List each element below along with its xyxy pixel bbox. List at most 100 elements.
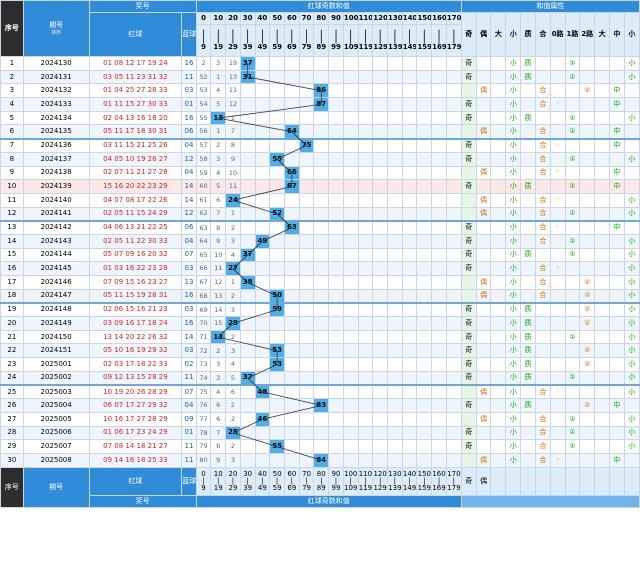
attr-cell-9 [594,165,610,181]
miss-cell [254,192,271,208]
miss-cell [283,233,300,249]
attr-cell-0: 奇 [460,439,477,454]
miss-cell [283,151,300,167]
miss-cell [416,316,433,331]
attr-cell-8 [579,452,596,468]
row-red-balls: 02 05 11 15 24 29 [88,206,183,222]
attr-cell-8 [579,261,596,276]
attr-cell-9 [594,179,610,194]
miss-cell [313,206,330,222]
attr-cell-7 [564,275,581,290]
attr-cell-3: 小 [505,425,522,441]
sum-hit-cell: 49 [254,233,271,249]
attr-cell-4 [520,219,536,235]
miss-cell [357,137,374,153]
bin-header-7: 70 [298,12,315,25]
miss-cell [328,452,344,468]
miss-cell [342,219,359,235]
attr-cell-7 [564,301,581,318]
miss-cell [239,452,256,468]
row-red-balls: 02 07 11 21 27 28 [88,165,183,181]
miss-cell [372,247,388,263]
attr-cell-8 [579,165,596,181]
miss-cell [431,137,447,153]
row-issue: 2024149 [22,316,90,331]
footer-bin-11: 110 | 119 [357,466,374,496]
table-row: 14 2024143 02 05 11 22 30 33 04 64 9 3 49 奇小合 ① 小 [0,233,640,249]
miss-cell [445,425,462,441]
attr-cell-10 [608,69,625,85]
miss-cell [357,370,374,386]
sort-link[interactable]: 排序 [51,29,62,36]
sum-hit-cell: 37 [239,370,256,386]
miss-cell [254,247,271,263]
sum-hit-cell: 31 [239,69,256,85]
miss-cell [239,206,256,222]
miss-cell: 80 [195,452,212,468]
miss-cell [431,206,447,222]
row-blue-ball: 03 [181,83,197,99]
attr-cell-9 [594,192,610,208]
footer-attr-0: 奇 [460,466,477,496]
row-blue-ball: 12 [181,206,197,222]
table-row: 23 2025001 02 03 17 18 22 33 02 73 3 4 53 奇小质 ② 小 [0,357,640,372]
miss-cell [416,219,433,235]
row-blue-ball: 12 [181,151,197,167]
row-red-balls: 04 07 08 17 22 26 [88,192,183,208]
miss-cell: 5 [210,179,227,194]
attr-cell-7 [564,219,581,235]
row-seq: 5 [0,110,24,126]
miss-cell: 10 [225,165,241,181]
attr-cell-4: 质 [520,357,536,372]
attr-cell-10: 中 [608,398,625,413]
attr-cell-2 [490,357,507,372]
bin-header-end-13: | | 139 [387,24,403,57]
attr-cell-3: 小 [505,301,522,318]
attr-cell-8 [579,56,596,71]
miss-cell [283,288,300,304]
attr-cell-3: 小 [505,179,522,194]
table-row: 13 2024142 04 06 13 21 22 25 06 63 8 2 63 奇小合 ◦ 中 [0,219,640,235]
miss-cell [445,316,462,331]
miss-cell [445,275,462,290]
footer-attr-4 [520,466,536,496]
miss-cell: 7 [210,206,227,222]
attr-cell-1 [475,110,492,126]
attr-cell-9 [594,247,610,263]
attr-cell-1 [475,137,492,153]
attr-cell-0 [460,275,477,290]
attr-cell-7: ① [564,439,581,454]
miss-cell [254,165,271,181]
table-row: 2 2024131 03 05 11 23 31 32 11 52 1 13 31 奇小质 ① 小 [0,69,640,85]
miss-cell [372,275,388,290]
row-blue-ball: 04 [181,398,197,413]
attr-cell-4: 质 [520,69,536,85]
miss-cell [328,192,344,208]
attr-cell-5 [534,110,551,126]
attr-cell-3: 小 [505,439,522,454]
attr-cell-1 [475,398,492,413]
miss-cell [357,83,374,99]
miss-cell [328,124,344,140]
miss-cell [313,137,330,153]
row-blue-ball: 16 [181,316,197,331]
miss-cell [342,151,359,167]
attr-cell-2 [490,179,507,194]
attr-cell-1 [475,329,492,345]
miss-cell [431,370,447,386]
miss-cell [254,288,271,304]
attr-cell-5: 合 [534,206,551,222]
row-issue: 2024139 [22,179,90,194]
attr-cell-7 [564,97,581,112]
attr-cell-7: ① [564,233,581,249]
miss-cell [269,83,285,99]
attr-cell-10 [608,370,625,386]
miss-cell [313,439,330,454]
attr-cell-7: ① [564,329,581,345]
miss-cell [387,151,403,167]
header-issue[interactable]: 期号 排序 [22,0,90,57]
attr-cell-6: ◦ [549,219,566,235]
miss-cell [387,425,403,441]
issue-label: 期号 [49,20,64,29]
miss-cell [328,179,344,194]
